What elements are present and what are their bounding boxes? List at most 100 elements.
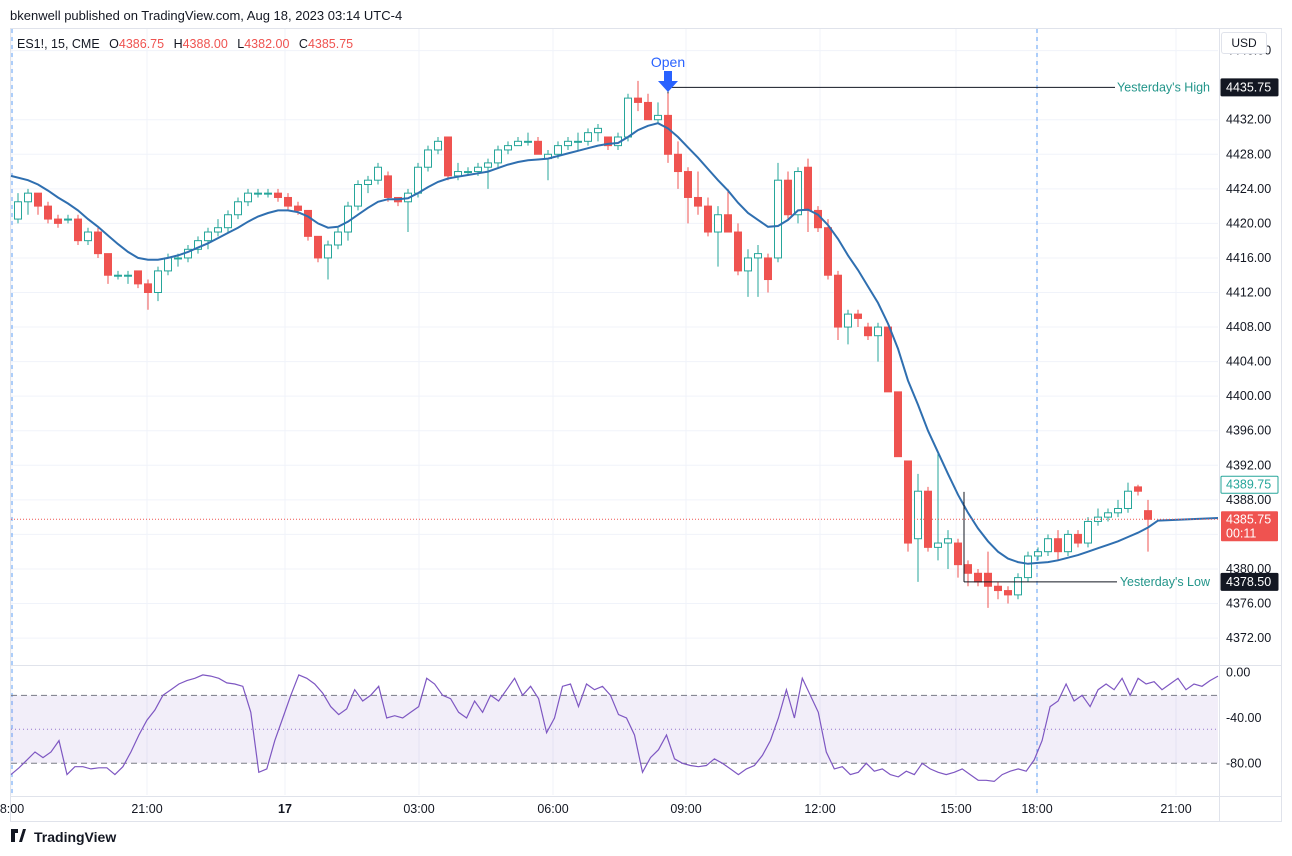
candle[interactable] <box>834 270 842 341</box>
candle[interactable] <box>644 93 652 121</box>
candle[interactable] <box>84 227 92 245</box>
candle[interactable] <box>224 210 232 233</box>
candle[interactable] <box>774 162 782 263</box>
candle[interactable] <box>484 158 492 189</box>
candle[interactable] <box>374 162 382 185</box>
candle[interactable] <box>504 141 512 155</box>
candle[interactable] <box>64 214 72 224</box>
candle[interactable] <box>1134 484 1142 496</box>
candle[interactable] <box>584 128 592 146</box>
candle[interactable] <box>1104 508 1112 522</box>
candle[interactable] <box>314 235 322 263</box>
candle[interactable] <box>1074 530 1082 548</box>
candle[interactable] <box>154 266 162 302</box>
candle[interactable] <box>754 244 762 297</box>
candle[interactable] <box>354 180 362 211</box>
candle[interactable] <box>34 192 42 215</box>
candle[interactable] <box>724 188 732 233</box>
candle[interactable] <box>114 270 122 280</box>
candle[interactable] <box>844 309 852 345</box>
candle[interactable] <box>14 193 22 224</box>
candle[interactable] <box>254 188 262 198</box>
candle[interactable] <box>1084 517 1092 548</box>
candle[interactable] <box>974 568 982 587</box>
candle[interactable] <box>714 206 722 267</box>
candle[interactable] <box>284 193 292 211</box>
candle[interactable] <box>734 223 742 276</box>
candle[interactable] <box>144 279 152 310</box>
candle[interactable] <box>574 132 582 150</box>
candle[interactable] <box>674 141 682 189</box>
candle[interactable] <box>1064 530 1072 557</box>
candle[interactable] <box>384 171 392 202</box>
moving-average-line[interactable] <box>10 122 1219 565</box>
candle[interactable] <box>424 145 432 172</box>
candle[interactable] <box>104 253 112 284</box>
candle[interactable] <box>564 136 572 150</box>
candle[interactable] <box>264 188 272 198</box>
candle[interactable] <box>44 201 52 224</box>
candle[interactable] <box>234 197 242 220</box>
candle[interactable] <box>904 460 912 552</box>
candle[interactable] <box>54 214 62 228</box>
currency-button[interactable]: USD <box>1221 32 1267 54</box>
candle[interactable] <box>1024 551 1032 582</box>
candle[interactable] <box>494 145 502 168</box>
candle[interactable] <box>694 171 702 215</box>
candle[interactable] <box>1094 508 1102 526</box>
candle[interactable] <box>204 227 212 250</box>
candle[interactable] <box>134 270 142 289</box>
candle[interactable] <box>884 326 892 393</box>
candle[interactable] <box>364 175 372 194</box>
candle[interactable] <box>334 227 342 250</box>
candle[interactable] <box>324 240 332 280</box>
candle[interactable] <box>784 171 792 220</box>
candle[interactable] <box>984 551 992 608</box>
candle[interactable] <box>534 136 542 155</box>
candle[interactable] <box>704 197 712 237</box>
candle[interactable] <box>434 136 442 155</box>
candle[interactable] <box>814 206 822 233</box>
candle[interactable] <box>124 270 132 284</box>
candle[interactable] <box>24 188 32 215</box>
candle[interactable] <box>824 219 832 280</box>
candle[interactable] <box>194 236 202 254</box>
candle[interactable] <box>854 309 862 328</box>
candle[interactable] <box>634 80 642 112</box>
candle[interactable] <box>244 188 252 207</box>
candle[interactable] <box>1004 586 1012 604</box>
candle[interactable] <box>684 167 692 224</box>
candle[interactable] <box>74 214 82 245</box>
candle[interactable] <box>524 132 532 146</box>
candle[interactable] <box>664 87 672 163</box>
candle[interactable] <box>954 538 962 578</box>
candle[interactable] <box>864 322 872 341</box>
candle[interactable] <box>94 227 102 258</box>
rsi-line[interactable] <box>10 674 1219 783</box>
candle[interactable] <box>444 136 452 181</box>
candle[interactable] <box>594 124 602 142</box>
candle[interactable] <box>1014 573 1022 600</box>
candle[interactable] <box>1034 547 1042 561</box>
candle[interactable] <box>544 149 552 181</box>
candle[interactable] <box>274 188 282 202</box>
candle[interactable] <box>1044 534 1052 557</box>
candle[interactable] <box>924 486 932 552</box>
candle[interactable] <box>214 219 222 237</box>
symbol-name[interactable]: ES1!, 15, CME <box>17 37 100 51</box>
candle[interactable] <box>804 158 812 233</box>
candle[interactable] <box>894 391 902 458</box>
candle[interactable] <box>744 249 752 297</box>
candle[interactable] <box>914 473 922 582</box>
candle[interactable] <box>1124 482 1132 513</box>
candle[interactable] <box>934 452 942 561</box>
candle[interactable] <box>874 322 882 362</box>
candle[interactable] <box>794 167 802 224</box>
candle[interactable] <box>764 253 772 293</box>
candle[interactable] <box>514 136 522 147</box>
candle[interactable] <box>1114 499 1122 518</box>
candle[interactable] <box>404 188 412 233</box>
candle[interactable] <box>944 530 952 569</box>
candle[interactable] <box>1054 530 1062 561</box>
